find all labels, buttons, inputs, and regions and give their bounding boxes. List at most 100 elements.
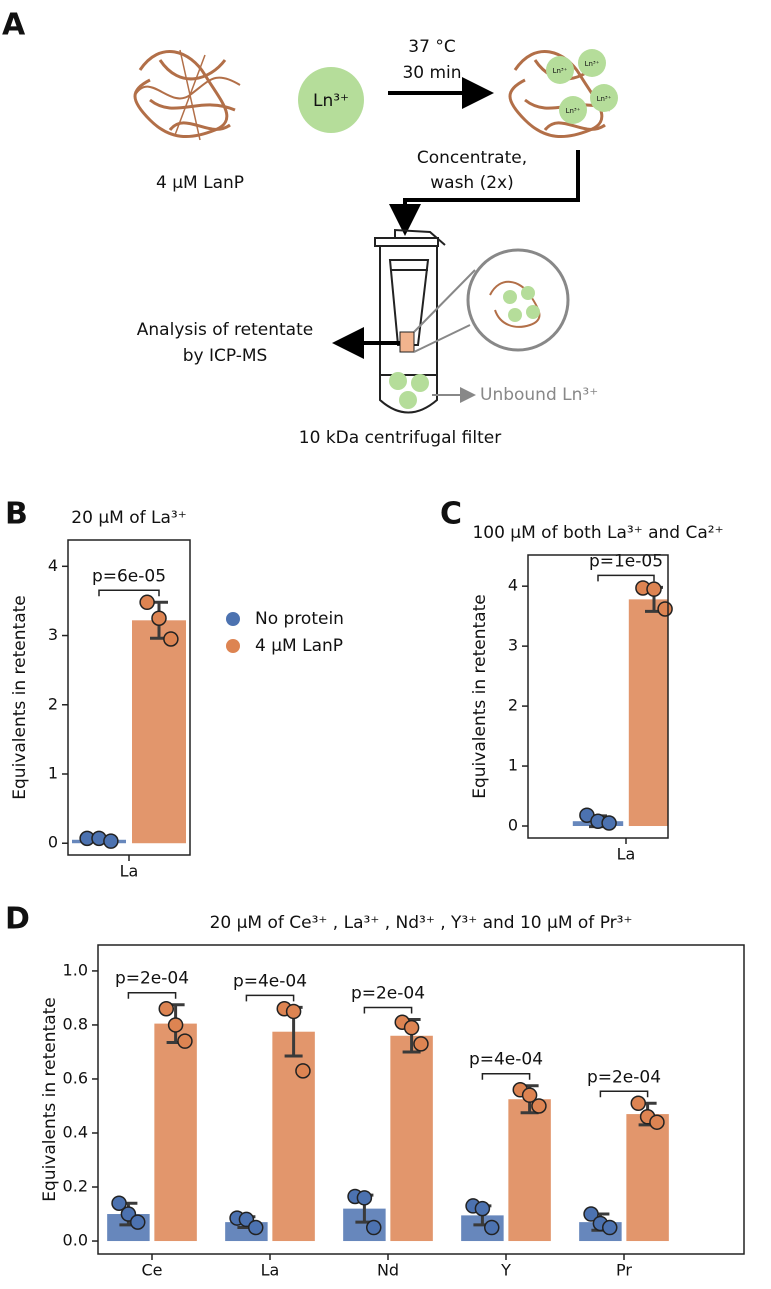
zoom-circle: [466, 248, 570, 352]
data-point: [601, 1219, 618, 1236]
unbound-ions: [389, 372, 429, 409]
data-point: [413, 1036, 429, 1052]
ion-label: Ln³⁺: [313, 91, 349, 111]
wash-label: Concentrate,: [417, 148, 527, 168]
data-point: [151, 610, 167, 626]
data-point: [601, 815, 617, 831]
p-value: p=2e-04: [587, 1067, 661, 1087]
p-value: p=1e-05: [589, 551, 663, 571]
chart-title: 20 μM of Ce³⁺ , La³⁺ , Nd³⁺ , Y³⁺ and 10…: [210, 913, 633, 933]
unbound-label: Unbound Ln³⁺: [480, 385, 598, 405]
bar: [390, 1035, 433, 1242]
legend-label: 4 μM LanP: [255, 636, 343, 656]
data-point: [531, 1098, 547, 1114]
x-tick-label: Ce: [141, 1261, 162, 1280]
plot-area: [72, 600, 186, 844]
x-tick-label: Y: [500, 1261, 511, 1280]
data-point: [521, 1087, 538, 1103]
y-tick-label: 0: [508, 816, 518, 835]
data-point: [167, 1017, 184, 1033]
data-point: [646, 581, 662, 597]
bar: [154, 1023, 197, 1242]
data-point: [474, 1200, 491, 1217]
p-value: p=2e-04: [351, 984, 425, 1004]
retentate: [399, 331, 415, 353]
data-point: [177, 1033, 193, 1049]
filter-label: 10 kDa centrifugal filter: [299, 428, 501, 448]
p-value: p=4e-04: [233, 971, 307, 991]
bar: [508, 1099, 551, 1242]
x-tick-label: Nd: [377, 1261, 399, 1280]
y-axis-label: Equivalents in retentate: [10, 595, 30, 799]
panel-label: B: [5, 497, 28, 532]
x-tick-label: Pr: [616, 1261, 632, 1280]
arrow: [389, 150, 580, 236]
significance-bracket: [98, 589, 160, 597]
p-value: p=6e-05: [92, 566, 166, 586]
data-point: [285, 1003, 302, 1020]
data-point: [129, 1214, 146, 1230]
bound-ion-label: Ln³⁺: [597, 95, 612, 103]
bar: [626, 1114, 669, 1242]
chart-title: 20 μM of La³⁺: [71, 508, 186, 528]
y-tick-label: 4: [508, 576, 518, 595]
data-point: [630, 1095, 647, 1112]
data-point: [139, 594, 155, 611]
axes-frame: [67, 539, 191, 856]
y-tick-label: 1: [48, 764, 58, 783]
bar: [628, 599, 668, 827]
y-tick-label: 0.2: [63, 1177, 88, 1196]
panel-label: C: [440, 497, 462, 532]
protein-left: [133, 49, 241, 141]
p-value: p=4e-04: [469, 1050, 543, 1070]
y-tick-label: 2: [508, 696, 518, 715]
y-tick-label: 3: [508, 636, 518, 655]
significance-bracket: [363, 1006, 413, 1014]
significance-bracket: [127, 991, 177, 999]
zoom-ions: [503, 286, 540, 322]
data-point: [103, 833, 119, 849]
data-point: [365, 1219, 382, 1236]
y-tick-label: 4: [48, 556, 58, 575]
panel-label: D: [5, 902, 30, 937]
condition: 37 °C: [408, 37, 455, 57]
data-point: [649, 1114, 665, 1130]
y-axis-label: Equivalents in retentate: [40, 997, 60, 1201]
y-tick-label: 1.0: [63, 960, 88, 979]
bound-ion-label: Ln³⁺: [585, 60, 600, 68]
plot-area: [572, 585, 668, 829]
bar: [132, 620, 186, 844]
significance-bracket: [481, 1072, 531, 1080]
x-tick-label: La: [617, 845, 636, 864]
legend-marker: [226, 612, 240, 626]
chart-title: 100 μM of both La³⁺ and Ca²⁺: [472, 523, 723, 543]
filter-tube: [374, 228, 446, 414]
data-point: [295, 1063, 311, 1079]
p-value: p=2e-04: [115, 969, 189, 989]
data-point: [111, 1195, 127, 1211]
data-point: [163, 631, 179, 647]
analysis-label: Analysis of retentate: [137, 320, 313, 340]
wash-label: wash (2x): [430, 173, 514, 193]
axes-frame: [97, 944, 745, 1255]
y-tick-label: 0.0: [63, 1231, 88, 1250]
data-point: [247, 1219, 264, 1236]
data-point: [158, 1000, 175, 1017]
y-tick-label: 0.8: [63, 1014, 88, 1033]
bar: [272, 1031, 315, 1242]
bound-ions: Ln³⁺ Ln³⁺ Ln³⁺ Ln³⁺: [546, 49, 618, 124]
data-point: [403, 1019, 420, 1036]
analysis-label: by ICP-MS: [183, 346, 268, 366]
significance-bracket: [245, 994, 295, 1002]
bound-ion-label: Ln³⁺: [553, 67, 568, 75]
legend-marker: [226, 639, 240, 653]
zoom-line: [413, 269, 476, 353]
data-point: [657, 601, 673, 617]
protein-label: 4 μM LanP: [156, 173, 244, 193]
y-tick-label: 0.4: [63, 1122, 88, 1141]
condition: 30 min: [402, 63, 461, 83]
x-tick-label: La: [120, 862, 139, 881]
y-tick-label: 1: [508, 756, 518, 775]
y-tick-label: 0.6: [63, 1068, 88, 1087]
